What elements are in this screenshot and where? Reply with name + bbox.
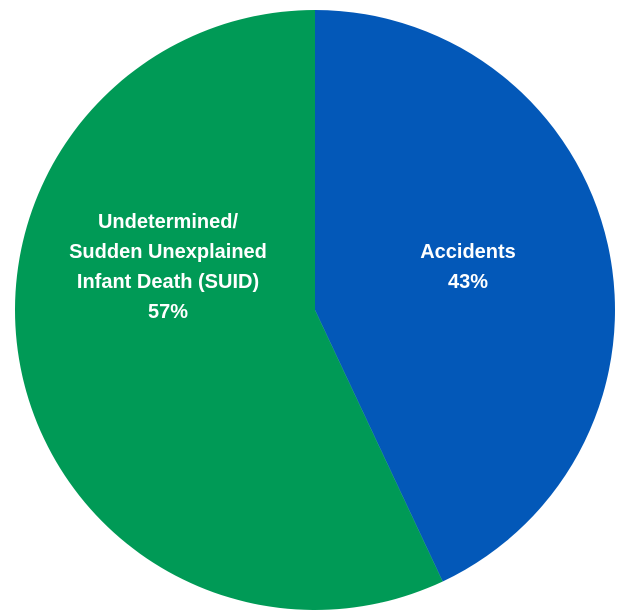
pie-slice-label-line: Undetermined/	[98, 211, 238, 233]
pie-slice-label-suid: Undetermined/Sudden Unexplained Infant De…	[69, 211, 267, 323]
pie-slice-label-line: Infant Death (SUID)	[77, 271, 259, 293]
pie-labels: Accidents 43% Undetermined/Sudden Unexplai…	[69, 211, 516, 323]
pie-slices	[15, 10, 616, 610]
pie-slice-percent: 57%	[148, 301, 188, 323]
pie-slice-suid	[15, 10, 443, 610]
pie-slice-label-line: Accidents	[420, 241, 516, 263]
pie-slice-label-line: Sudden Unexplained	[69, 241, 267, 263]
pie-slice-percent: 43%	[448, 271, 488, 293]
pie-slice-accidents	[315, 10, 616, 582]
pie-slice-label-accidents: Accidents 43%	[420, 241, 516, 293]
